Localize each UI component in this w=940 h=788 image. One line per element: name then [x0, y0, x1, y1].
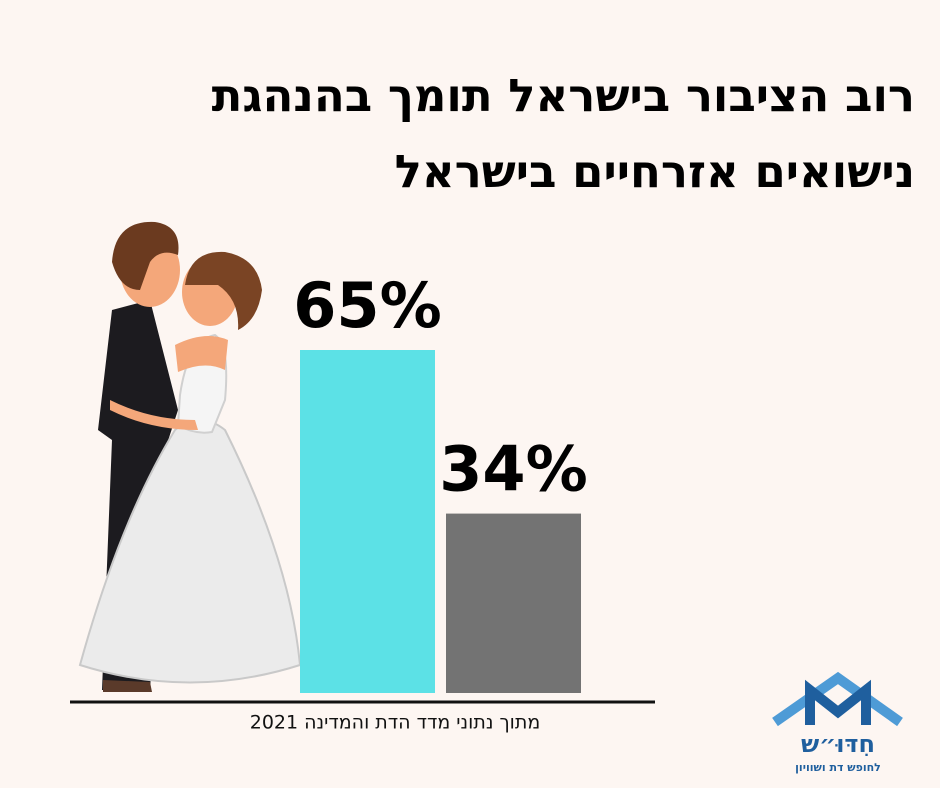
- logo-tagline: לחופש דת ושוויון: [795, 761, 881, 774]
- bar: [446, 513, 581, 693]
- chart-title: רוב הציבור בישראל תומך בהנהגת נישואים אז…: [211, 69, 915, 198]
- logo-name: חִדּוּ״ש: [801, 730, 875, 758]
- value-label: 65%: [293, 269, 441, 342]
- logo: חִדּוּ״ש לחופש דת ושוויון: [772, 671, 903, 774]
- couple-illustration: [78, 221, 302, 692]
- bar: [300, 350, 435, 693]
- source-note: מתוך נתוני מדד הדת והמדינה 2021: [250, 712, 541, 734]
- value-label: 34%: [439, 433, 587, 506]
